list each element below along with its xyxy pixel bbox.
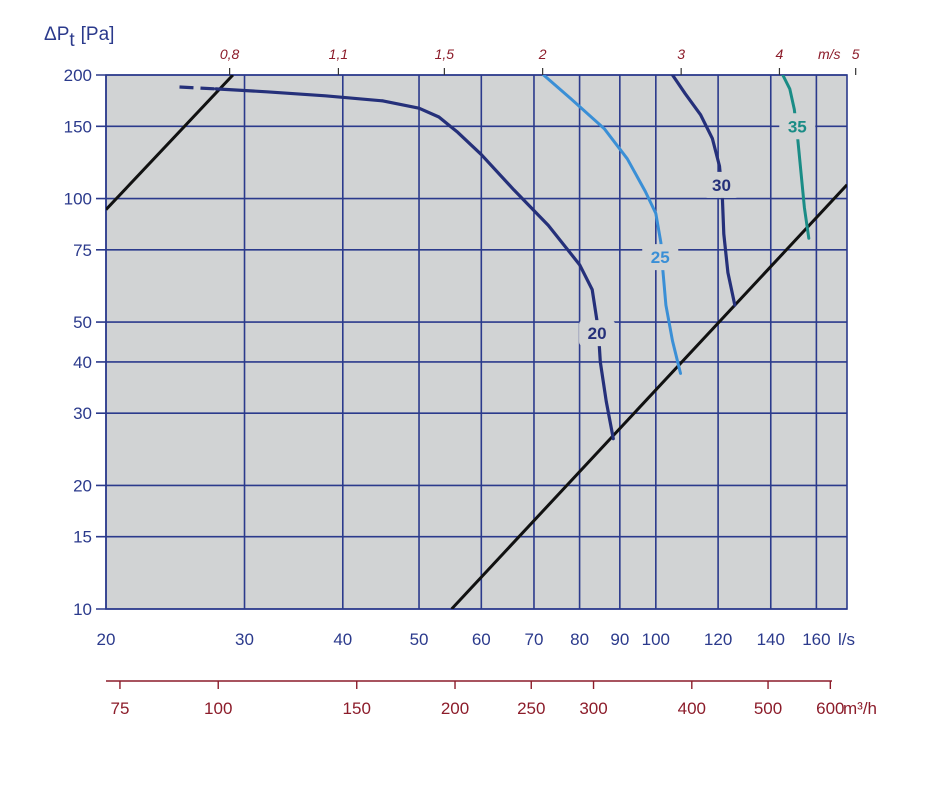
top-axis-unit: m/s [818,46,841,62]
x-tick-label: 120 [704,630,732,649]
x-tick-label: 100 [642,630,670,649]
curve-label-20: 20 [588,324,607,343]
y-axis-label-sub: t [69,30,75,51]
y-tick-label: 75 [73,241,92,260]
x2-tick-label: 200 [441,699,469,718]
x-tick-label: 70 [525,630,544,649]
top-tick-label: 0,8 [220,46,240,62]
y-axis-label-main: ΔP [44,24,69,45]
y-tick-label: 150 [64,117,92,136]
x2-tick-label: 150 [343,699,371,718]
curve-25 [542,75,682,375]
x-tick-label: 80 [570,630,589,649]
y-tick-label: 40 [73,353,92,372]
curve-label-25: 25 [651,248,670,267]
y-tick-label: 15 [73,528,92,547]
curve-dashed-segment [179,85,217,91]
x2-tick-label: 500 [754,699,782,718]
curve-label-bg [579,320,616,347]
top-tick-label: 4 [776,46,784,62]
curve-30 [670,75,737,307]
plot-background [106,75,847,609]
curve-label-bg [703,171,740,198]
top-tick-label: 2 [538,46,547,62]
x-tick-label: 140 [757,630,785,649]
x2-tick-label: 75 [110,699,129,718]
y-tick-label: 20 [73,476,92,495]
system-line [450,183,847,609]
y-tick-label: 100 [64,190,92,209]
y-axis-label: ΔPt [Pa] [44,24,114,51]
x-tick-label: 160 [802,630,830,649]
x-axis-unit: l/s [838,630,855,649]
curve-label-bg [642,244,679,271]
x-tick-label: 20 [97,630,116,649]
ticks: 20 30 40 50 60 70 80 90 100 120 140 160101520304050… [64,46,860,718]
x-tick-label: 90 [610,630,629,649]
x-tick-label: 30 [235,630,254,649]
x-tick-label: 40 [333,630,352,649]
y-tick-label: 50 [73,313,92,332]
x2-tick-label: 250 [517,699,545,718]
x2-tick-label: 600 [816,699,844,718]
labels: 20 25 30 35 [579,113,816,347]
x2-axis-unit: m³/h [843,699,877,718]
top-tick-label: 1,5 [435,46,455,62]
top-tick-label: 3 [677,46,685,62]
system-line [106,75,234,211]
top-tick-label: 1,1 [329,46,348,62]
grid [96,74,848,610]
y-axis-label-unit: [Pa] [81,24,115,45]
x2-tick-label: 300 [579,699,607,718]
x2-tick-label: 100 [204,699,232,718]
y-tick-label: 10 [73,600,92,619]
plot-frame [105,74,848,610]
y-tick-label: 200 [64,66,92,85]
x-tick-label: 50 [410,630,429,649]
curve-label-bg [779,113,816,140]
top-tick-label: 5 [852,46,860,62]
x2-tick-label: 400 [678,699,706,718]
curve-label-30: 30 [712,176,731,195]
y-tick-label: 30 [73,404,92,423]
x-tick-label: 60 [472,630,491,649]
curve-label-35: 35 [788,117,807,136]
